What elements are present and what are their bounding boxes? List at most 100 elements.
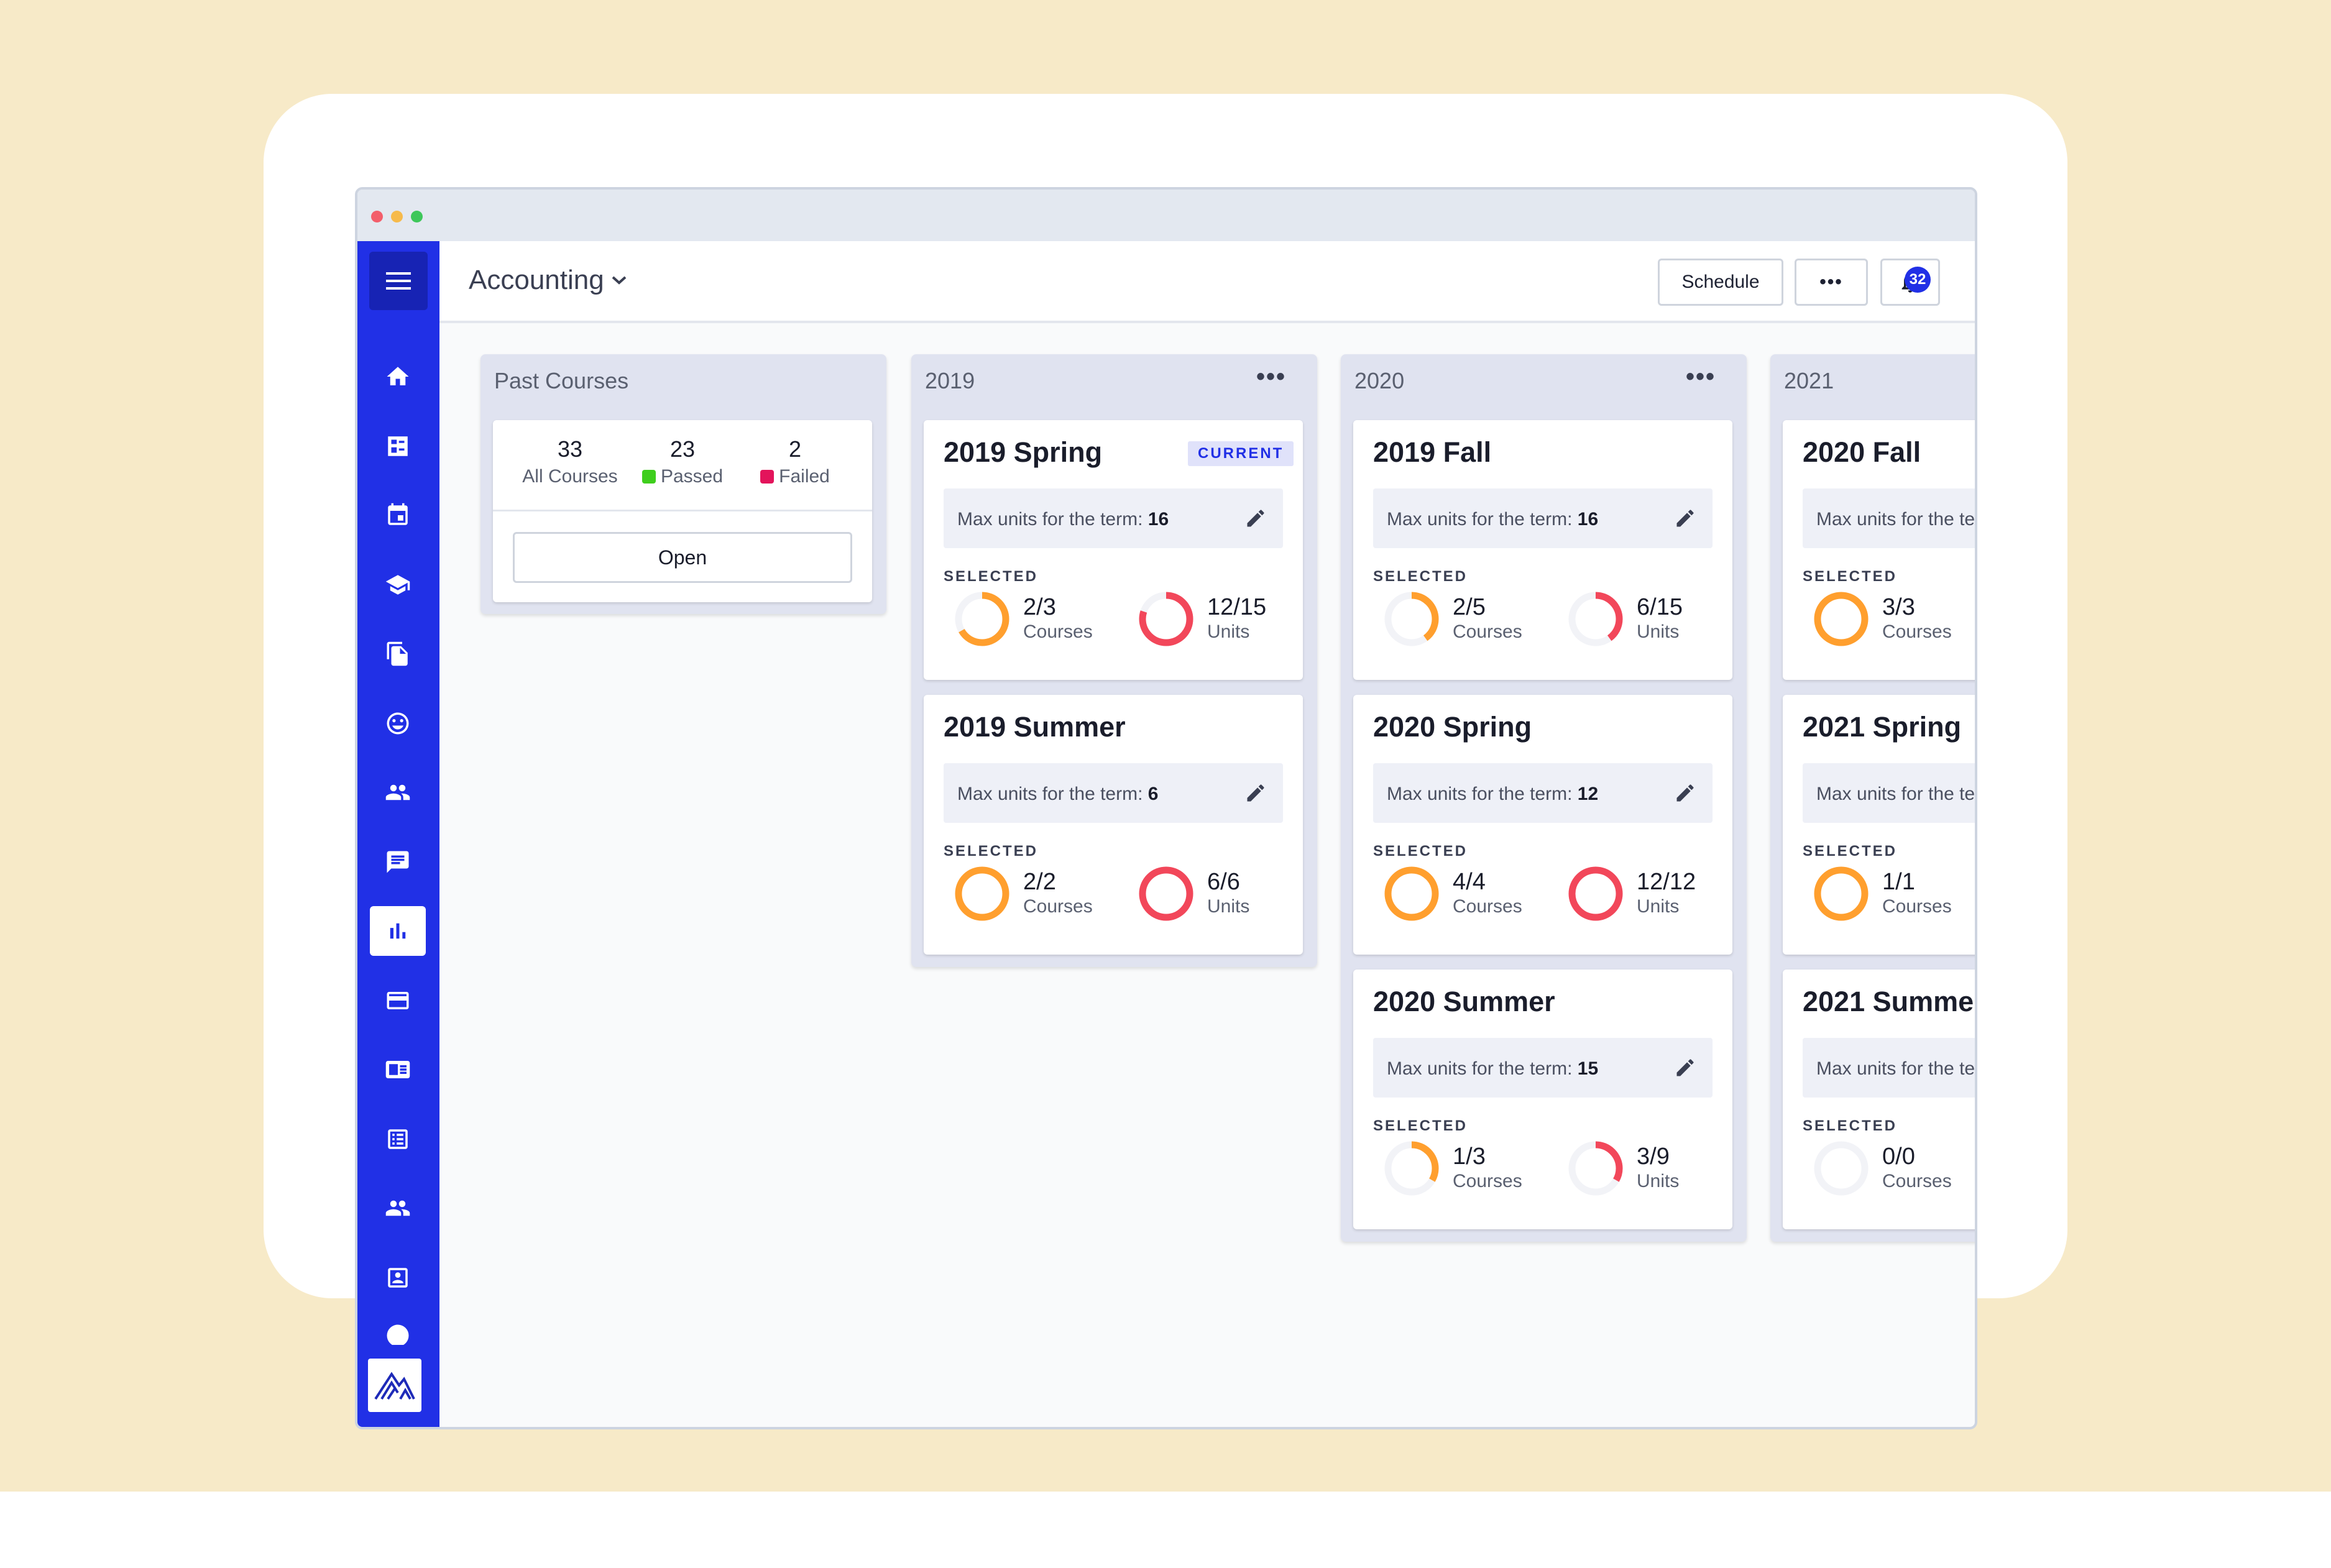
max-units-row[interactable]: Max units for the term: [1803,488,1975,548]
term-card[interactable]: 2021 Spring Max units for the term: SELEC… [1783,695,1975,955]
edit-pencil-icon[interactable] [1674,507,1696,530]
selected-label: SELECTED [1373,1117,1468,1134]
chevron-down-icon [612,276,627,285]
selected-label: SELECTED [1803,568,1898,585]
term-card[interactable]: 2019 Fall Max units for the term: 16 SELEC… [1353,420,1732,680]
max-units-row[interactable]: Max units for the term: [1803,763,1975,823]
passed-label: Passed [660,466,724,487]
units-stat: 6/15 Units [1565,588,1732,656]
sidebar-item-lists[interactable] [370,1114,426,1164]
sidebar-item-groups[interactable] [370,1183,426,1233]
courses-progress-ring [1814,1141,1869,1196]
column-title: 2019 [925,368,975,393]
sidebar-item-courses[interactable] [370,560,426,610]
past-courses-summary-card: 33 All Courses 23 Passed 2 Failed Open [493,420,872,602]
all-courses-label: All Courses [522,466,618,487]
sidebar-item-documents[interactable] [370,629,426,679]
courses-stat: 2/3 Courses [951,588,1138,656]
sidebar-item-more[interactable] [370,1323,426,1345]
units-stat: 12/15 Units [1135,588,1303,656]
units-progress-ring [1568,592,1623,646]
all-courses-count: 33 [557,436,583,462]
courses-value: 1/1 [1882,869,1915,895]
term-card[interactable]: 2021 Summe Max units for the term: SELECT… [1783,970,1975,1229]
term-card[interactable]: 2019 Summer Max units for the term: 6 SELE… [924,695,1303,955]
courses-stat: 2/5 Courses [1381,588,1567,656]
schedule-button[interactable]: Schedule [1658,259,1783,306]
courses-value: 2/5 [1453,594,1486,620]
year-column: 2019 ••• 2019 Spring CURRENT Max units for t… [911,354,1317,967]
sidebar-item-calendar[interactable] [370,490,426,540]
courses-progress-ring [1814,866,1869,921]
courses-label: Courses [1023,621,1093,642]
courses-stat: 0/0 Courses [1810,1137,1975,1206]
sidebar-item-messages[interactable] [370,837,426,887]
group-icon [385,1200,410,1216]
max-units-row[interactable]: Max units for the term: 15 [1373,1038,1713,1098]
max-units-label: Max units for the term: 16 [1387,509,1599,530]
sidebar-item-payments[interactable] [370,976,426,1025]
term-card[interactable]: 2020 Fall Max units for the term: SELECTE… [1783,420,1975,680]
units-progress-ring [1139,592,1193,646]
courses-progress-ring [955,592,1009,646]
selected-label: SELECTED [1373,843,1468,860]
edit-pencil-icon[interactable] [1674,782,1696,804]
edit-pencil-icon[interactable] [1244,782,1267,804]
program-selector[interactable]: Accounting [469,265,628,296]
units-value: 6/6 [1207,869,1240,895]
menu-icon [386,272,411,290]
year-column: 2020 ••• 2019 Fall Max units for the term: … [1341,354,1747,1242]
courses-progress-ring [1384,1141,1439,1196]
max-units-label: Max units for the term: 12 [1387,784,1599,804]
max-units-label: Max units for the term: [1816,509,1975,530]
passed-count: 23 [669,436,696,462]
term-card[interactable]: 2019 Spring CURRENT Max units for the term… [924,420,1303,680]
sidebar-item-contacts[interactable] [370,1253,426,1303]
units-value: 6/15 [1637,594,1683,620]
max-units-row[interactable]: Max units for the term: 16 [944,488,1283,548]
courses-value: 3/3 [1882,594,1915,620]
brand-logo[interactable] [368,1359,421,1412]
sidebar-item-analytics[interactable] [370,906,426,956]
term-card[interactable]: 2020 Summer Max units for the term: 15 SEL… [1353,970,1732,1229]
maximize-dot[interactable] [411,211,423,222]
sidebar-item-dashboard[interactable] [370,421,426,471]
sidebar-item-id-card[interactable] [370,1045,426,1094]
column-more-button[interactable]: ••• [1256,363,1287,390]
notifications-button[interactable]: 32 [1880,259,1940,306]
close-dot[interactable] [371,211,383,222]
max-units-row[interactable]: Max units for the term: 6 [944,763,1283,823]
term-card[interactable]: 2020 Spring Max units for the term: 12 SEL… [1353,695,1732,955]
max-units-row[interactable]: Max units for the term: 16 [1373,488,1713,548]
chat-icon [387,851,409,873]
max-units-row[interactable]: Max units for the term: 12 [1373,763,1713,823]
courses-label: Courses [1882,621,1952,642]
id-card-icon [385,1061,410,1078]
home-icon [387,367,409,385]
sidebar-item-wellbeing[interactable] [370,699,426,748]
hamburger-menu-button[interactable] [369,252,428,310]
open-past-courses-button[interactable]: Open [513,532,852,583]
more-options-button[interactable]: ••• [1795,259,1868,306]
browser-window: Accounting Schedule ••• 32 Past Courses … [355,187,1977,1429]
max-units-label: Max units for the term: [1816,1058,1975,1079]
all-courses-stat: 33 All Courses [508,436,632,487]
calendar-icon [388,503,408,525]
edit-pencil-icon[interactable] [1244,507,1267,530]
courses-label: Courses [1023,896,1093,917]
column-more-button[interactable]: ••• [1686,363,1716,390]
sidebar-item-people[interactable] [370,768,426,817]
minimize-dot[interactable] [391,211,403,222]
max-units-label: Max units for the term: 16 [957,509,1169,530]
units-label: Units [1637,621,1680,642]
sidebar-item-home[interactable] [370,352,426,401]
max-units-row[interactable]: Max units for the term: [1803,1038,1975,1098]
failed-label: Failed [779,466,830,487]
mountain-logo-icon [374,1372,415,1400]
sidebar [357,241,439,1427]
edit-pencil-icon[interactable] [1674,1057,1696,1079]
max-units-label: Max units for the term: 6 [957,784,1159,804]
units-stat: 3/9 Units [1565,1137,1732,1206]
term-title: 2019 Fall [1373,436,1492,468]
courses-progress-ring [955,866,1009,921]
